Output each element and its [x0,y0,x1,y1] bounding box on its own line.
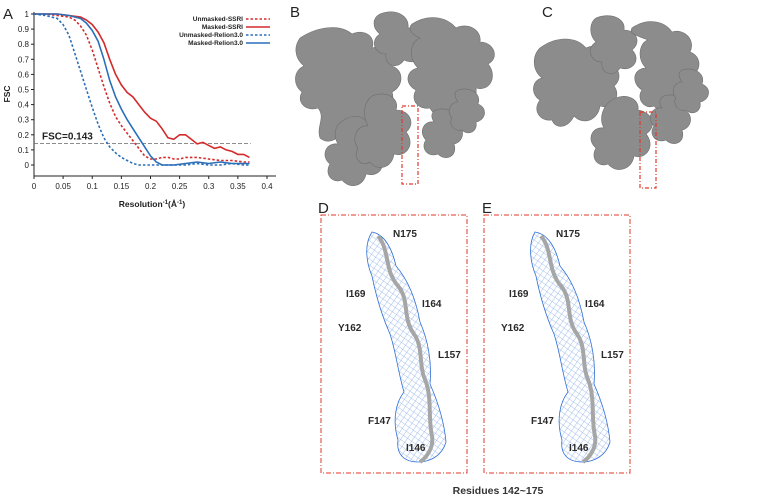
y-tick-label: 0.1 [18,146,30,155]
density-mesh-d [366,231,447,463]
chart-legend: Unmasked-SSRIMasked-SSRIUnmasked-Relion3… [179,16,270,47]
frame-e [483,214,631,474]
highlight-box-c [639,111,657,189]
x-ticks: 0 0.05 0.1 0.15 0.2 0.25 0.3 0.35 0.4 [32,176,273,191]
density-map-panel-c: C [533,4,709,189]
threshold-label: FSC=0.143 [42,131,93,142]
y-tick-label: 0.5 [18,86,30,95]
residue-label: I146 [569,443,589,454]
residue-label: L157 [438,350,461,361]
x-axis-title: Resolution-1(Å-1) [119,199,186,209]
fsc-chart-panel: A 0 0.1 0.2 0.3 0.4 0.5 0.6 0.7 0.8 0.9 1 0 0.05 0.1… [2,6,276,209]
figure-caption: Residues 142~175 [453,485,544,497]
residue-label: I164 [585,299,605,310]
panel-label-d: D [318,200,329,217]
residue-label: I146 [406,443,426,454]
x-tick-label: 0.35 [230,182,246,191]
helix-ribbon-e [539,234,598,464]
panel-label-e: E [482,200,492,217]
panel-label-a: A [3,6,13,23]
x-tick-label: 0.3 [203,182,215,191]
density-map-c [533,15,709,170]
highlight-box-b [401,105,419,185]
frame-d [320,214,468,474]
legend-label: Unmasked-SSRI [193,16,243,23]
legend-label: Masked-Relion3.0 [188,40,243,47]
panel-label-b: B [290,4,300,21]
residue-label: I164 [422,299,442,310]
y-tick-label: 0.7 [18,55,30,64]
y-tick-label: 0.9 [18,25,30,34]
residue-labels-e: N175 I169 I164 Y162 L157 F147 I146 [501,229,624,454]
series-line-masked-ssri [34,13,250,159]
y-tick-label: 0 [25,161,30,170]
series-line-unmasked-ssri [34,13,250,163]
legend-label: Unmasked-Relion3.0 [179,32,243,39]
residue-label: Y162 [501,323,525,334]
density-mesh-e [530,231,611,463]
density-map-b [295,11,495,186]
residue-label: L157 [601,350,624,361]
helix-ribbon-d [376,234,435,464]
residue-label: F147 [531,416,554,427]
x-tick-label: 0.1 [87,182,99,191]
residue-label: Y162 [338,323,362,334]
y-axis-title: FSC [2,86,12,103]
residue-labels-d: N175 I169 I164 Y162 L157 F147 I146 [338,229,461,454]
legend-label: Masked-SSRI [202,24,243,31]
residue-label: I169 [346,289,366,300]
x-tick-label: 0.2 [145,182,157,191]
helix-density-panel-d: D N175 I169 I164 Y162 L157 F147 I146 [318,200,468,474]
x-tick-label: 0.25 [172,182,188,191]
fsc-series-group [33,13,250,166]
y-tick-label: 0.3 [18,116,30,125]
panel-label-c: C [542,4,553,21]
helix-density-panel-e: E N175 I169 I164 Y162 L157 F147 I146 [482,200,631,474]
density-map-panel-b: B [290,4,495,186]
y-tick-label: 0.8 [18,40,30,49]
y-tick-label: 0.2 [18,131,30,140]
y-tick-label: 0.6 [18,70,30,79]
y-tick-label: 1 [25,10,30,19]
residue-label: N175 [556,229,580,240]
y-ticks: 0 0.1 0.2 0.3 0.4 0.5 0.6 0.7 0.8 0.9 1 [18,10,34,170]
series-line-unmasked-relion3-0 [33,13,250,166]
x-tick-label: 0.4 [261,182,273,191]
residue-label: N175 [393,229,417,240]
x-tick-label: 0.05 [55,182,71,191]
y-tick-label: 0.4 [18,101,30,110]
residue-label: F147 [368,416,391,427]
series-line-masked-relion3-0 [34,13,250,166]
x-tick-label: 0.15 [114,182,130,191]
residue-label: I169 [509,289,529,300]
x-tick-label: 0 [32,182,37,191]
